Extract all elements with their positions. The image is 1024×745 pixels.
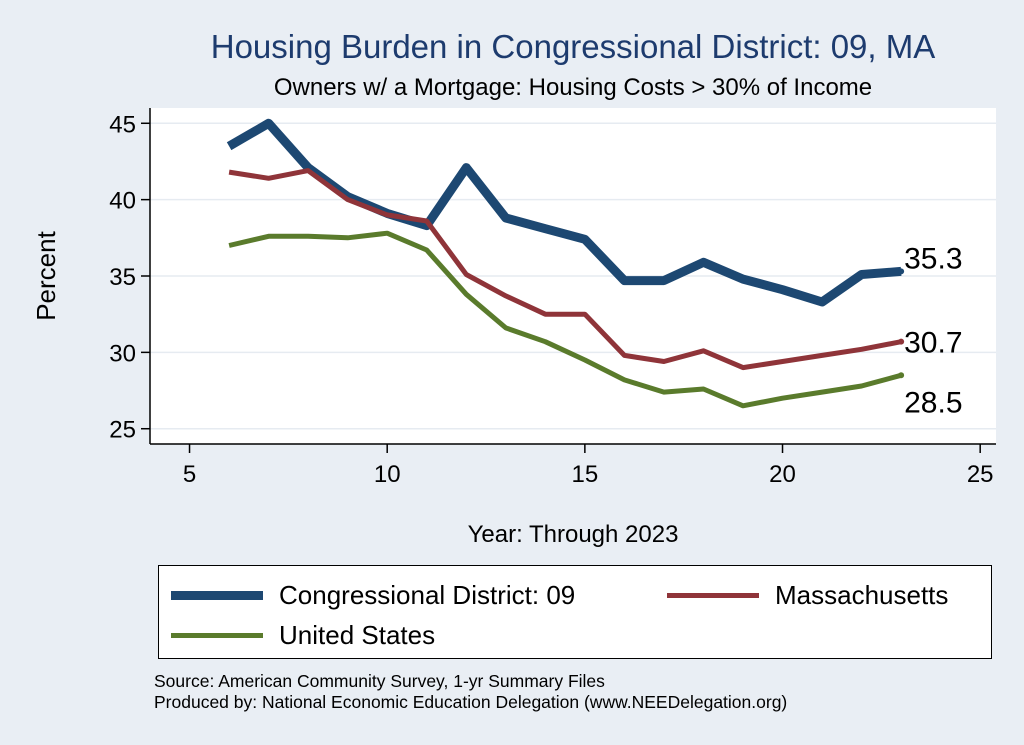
legend-label-massachusetts: Massachusetts <box>775 580 949 610</box>
line-chart: 25 30 35 40 45 5 10 15 20 25 35.3 30.7 28.5 Year: T… <box>31 108 996 548</box>
y-tick-label: 40 <box>109 188 136 215</box>
legend-swatch-district <box>171 591 263 600</box>
legend: Congressional District: 09 Massachusetts… <box>158 565 992 659</box>
legend-label-district: Congressional District: 09 <box>279 580 576 610</box>
series-line-2 <box>228 230 902 409</box>
series-end-point-1 <box>898 338 905 345</box>
x-tick-label: 15 <box>572 461 599 488</box>
legend-label-united-states: United States <box>279 620 436 650</box>
legend-item-massachusetts: Massachusetts <box>667 580 948 611</box>
y-tick-label: 30 <box>109 340 136 367</box>
legend-swatch-united-states <box>171 633 263 638</box>
chart-title: Housing Burden in Congressional District… <box>210 28 936 65</box>
x-tick-label: 5 <box>183 461 196 488</box>
legend-swatch-massachusetts <box>667 593 759 598</box>
series-lines <box>226 118 905 409</box>
x-axis-label: Year: Through 2023 <box>468 521 679 548</box>
x-tick-label: 25 <box>967 461 994 488</box>
series-end-label-2: 28.5 <box>904 386 962 419</box>
x-tick-label: 20 <box>769 461 796 488</box>
series-end-label-0: 35.3 <box>904 242 962 275</box>
y-tick-label: 25 <box>109 417 136 444</box>
legend-item-district: Congressional District: 09 <box>171 580 575 611</box>
y-tick-label: 45 <box>109 111 136 138</box>
legend-item-united-states: United States <box>171 620 435 651</box>
producer-note: Produced by: National Economic Education… <box>154 692 788 712</box>
y-axis-label: Percent <box>31 230 61 320</box>
axes: 25 30 35 40 45 5 10 15 20 25 <box>109 108 996 488</box>
y-tick-label: 35 <box>109 264 136 291</box>
chart-subtitle: Owners w/ a Mortgage: Housing Costs > 30… <box>273 74 873 101</box>
series-line-1 <box>228 168 902 371</box>
series-end-point-2 <box>898 372 905 379</box>
series-end-label-1: 30.7 <box>904 327 962 360</box>
x-tick-label: 10 <box>374 461 401 488</box>
series-end-point-0 <box>898 268 905 275</box>
source-note: Source: American Community Survey, 1-yr … <box>154 671 605 691</box>
end-labels: 35.3 30.7 28.5 <box>904 242 962 419</box>
